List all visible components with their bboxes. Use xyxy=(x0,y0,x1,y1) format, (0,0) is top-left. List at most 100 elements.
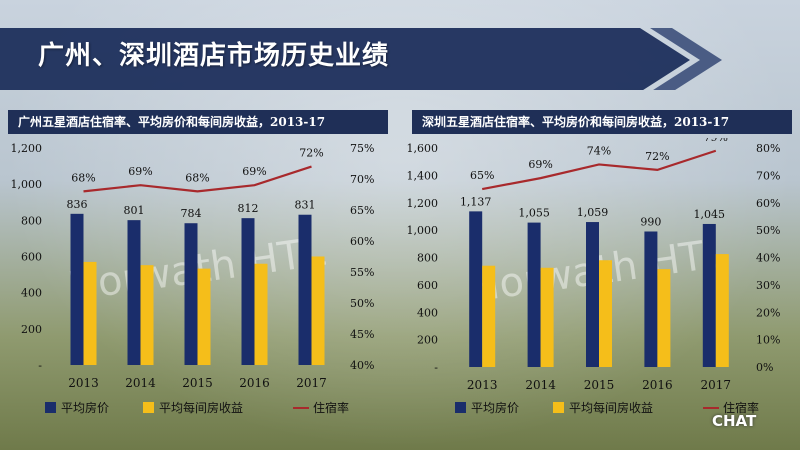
y-axis-tick-label: 1,200 xyxy=(407,197,439,210)
y-axis-tick-label: 200 xyxy=(21,323,42,336)
y2-axis-tick-label: 60% xyxy=(756,197,780,210)
bar-revpar xyxy=(197,268,211,365)
legend-swatch-revpar xyxy=(143,402,154,413)
data-label-average-room-rate: 831 xyxy=(295,199,316,212)
data-label-occupancy: 68% xyxy=(185,171,209,184)
bar-average-room-rate xyxy=(527,222,541,367)
x-axis-tick-label: 2016 xyxy=(642,378,673,392)
bar-average-room-rate xyxy=(127,220,141,365)
bar-revpar xyxy=(83,261,97,365)
legend-label-revpar: 平均每间房收益 xyxy=(569,400,653,415)
y-axis-tick-label: 1,000 xyxy=(407,224,439,237)
line-occupancy xyxy=(83,165,312,193)
line-occupancy xyxy=(481,149,717,191)
data-label-average-room-rate: 784 xyxy=(181,207,202,220)
data-label-occupancy: 72% xyxy=(645,150,669,163)
page-title: 广州、深圳酒店市场历史业绩 xyxy=(38,41,390,71)
y2-axis-tick-label: 50% xyxy=(350,297,374,310)
data-label-occupancy: 79% xyxy=(704,138,728,144)
bar-average-room-rate xyxy=(702,223,716,367)
data-label-occupancy: 72% xyxy=(299,147,323,160)
bar-revpar xyxy=(715,254,729,367)
x-axis-tick-label: 2014 xyxy=(125,376,156,390)
y2-axis-tick-label: 30% xyxy=(756,279,780,292)
y-axis-tick-label: 400 xyxy=(21,287,42,300)
bar-revpar xyxy=(657,269,671,367)
bar-average-room-rate xyxy=(469,211,483,367)
x-axis-tick-label: 2015 xyxy=(182,376,213,390)
bar-average-room-rate xyxy=(586,222,599,367)
bar-average-room-rate xyxy=(298,214,312,365)
y2-axis-tick-label: 45% xyxy=(350,328,374,341)
y2-axis-tick-label: 65% xyxy=(350,204,374,217)
chat-logo: CHAT xyxy=(712,412,757,430)
legend-label-average-room-rate: 平均房价 xyxy=(471,400,519,415)
bar-revpar xyxy=(599,260,612,367)
data-label-average-room-rate: 1,045 xyxy=(694,208,726,221)
legend-label-average-room-rate: 平均房价 xyxy=(61,400,109,415)
data-label-average-room-rate: 1,137 xyxy=(460,195,492,208)
legend-swatch-average-room-rate xyxy=(455,402,466,413)
data-label-average-room-rate: 1,059 xyxy=(577,206,609,219)
y2-axis-tick-label: 40% xyxy=(350,359,374,372)
y2-axis-tick-label: 55% xyxy=(350,266,374,279)
data-label-occupancy: 74% xyxy=(587,144,611,157)
y-axis-tick-label: 800 xyxy=(21,214,42,227)
x-axis-tick-label: 2016 xyxy=(239,376,270,390)
y2-axis-tick-label: 70% xyxy=(756,169,780,182)
y-axis-tick-label: 800 xyxy=(417,252,438,265)
y-axis-tick-label: 200 xyxy=(417,334,438,347)
y2-axis-tick-label: 60% xyxy=(350,235,374,248)
data-label-occupancy: 65% xyxy=(470,169,494,182)
bar-average-room-rate xyxy=(70,213,84,365)
bar-average-room-rate xyxy=(644,231,658,367)
legend-label-occupancy: 住宿率 xyxy=(723,400,759,415)
x-axis-tick-label: 2013 xyxy=(467,378,498,392)
data-label-occupancy: 69% xyxy=(242,165,266,178)
y-axis-tick-label: 600 xyxy=(21,251,42,264)
y-axis-tick-label: 1,200 xyxy=(11,142,43,155)
y2-axis-tick-label: 40% xyxy=(756,252,780,265)
data-label-average-room-rate: 990 xyxy=(640,215,661,228)
data-label-average-room-rate: 812 xyxy=(238,202,259,215)
bar-revpar xyxy=(254,263,268,365)
legend-label-occupancy: 住宿率 xyxy=(313,400,349,415)
y-axis-tick-label: 1,400 xyxy=(407,169,439,182)
y2-axis-tick-label: 70% xyxy=(350,173,374,186)
y2-axis-tick-label: 20% xyxy=(756,306,780,319)
bar-revpar xyxy=(311,256,325,365)
y-axis-tick-label: 1,000 xyxy=(11,178,43,191)
y2-axis-tick-label: 0% xyxy=(756,361,773,374)
y2-axis-tick-label: 75% xyxy=(350,142,374,155)
y-axis-tick-label: - xyxy=(434,361,438,374)
x-axis-tick-label: 2014 xyxy=(525,378,556,392)
chart-title-shenzhen: 深圳五星酒店住宿率、平均房价和每间房收益，2013-17 xyxy=(412,110,792,134)
data-label-occupancy: 69% xyxy=(528,158,552,171)
y2-axis-tick-label: 80% xyxy=(756,142,780,155)
legend-swatch-average-room-rate xyxy=(45,402,56,413)
bar-revpar xyxy=(140,265,154,365)
chart-guangzhou: - 200 400 600 800 1,000 1,200 40% 45% 50% 55% 60% 65… xyxy=(11,142,375,415)
chart-title-guangzhou: 广州五星酒店住宿率、平均房价和每间房收益，2013-17 xyxy=(8,110,388,134)
chart-shenzhen: - 200 400 600 800 1,000 1,200 1,400 1,600 0% 10% 20… xyxy=(407,138,781,415)
legend-label-revpar: 平均每间房收益 xyxy=(159,400,243,415)
data-label-average-room-rate: 801 xyxy=(124,204,145,217)
bar-revpar xyxy=(482,265,496,367)
data-label-average-room-rate: 1,055 xyxy=(518,207,550,220)
y2-axis-tick-label: 10% xyxy=(756,334,780,347)
y-axis-tick-label: - xyxy=(38,359,42,372)
title-banner xyxy=(0,28,722,90)
bar-average-room-rate xyxy=(184,223,198,365)
x-axis-tick-label: 2015 xyxy=(584,378,615,392)
x-axis-tick-label: 2017 xyxy=(296,376,327,390)
data-label-average-room-rate: 836 xyxy=(67,198,88,211)
x-axis-tick-label: 2017 xyxy=(701,378,732,392)
x-axis-tick-label: 2013 xyxy=(68,376,99,390)
legend-swatch-revpar xyxy=(553,402,564,413)
bar-revpar xyxy=(540,267,554,367)
y2-axis-tick-label: 50% xyxy=(756,224,780,237)
data-label-occupancy: 68% xyxy=(71,171,95,184)
bar-average-room-rate xyxy=(241,218,255,365)
y-axis-tick-label: 600 xyxy=(417,279,438,292)
data-label-occupancy: 69% xyxy=(128,165,152,178)
